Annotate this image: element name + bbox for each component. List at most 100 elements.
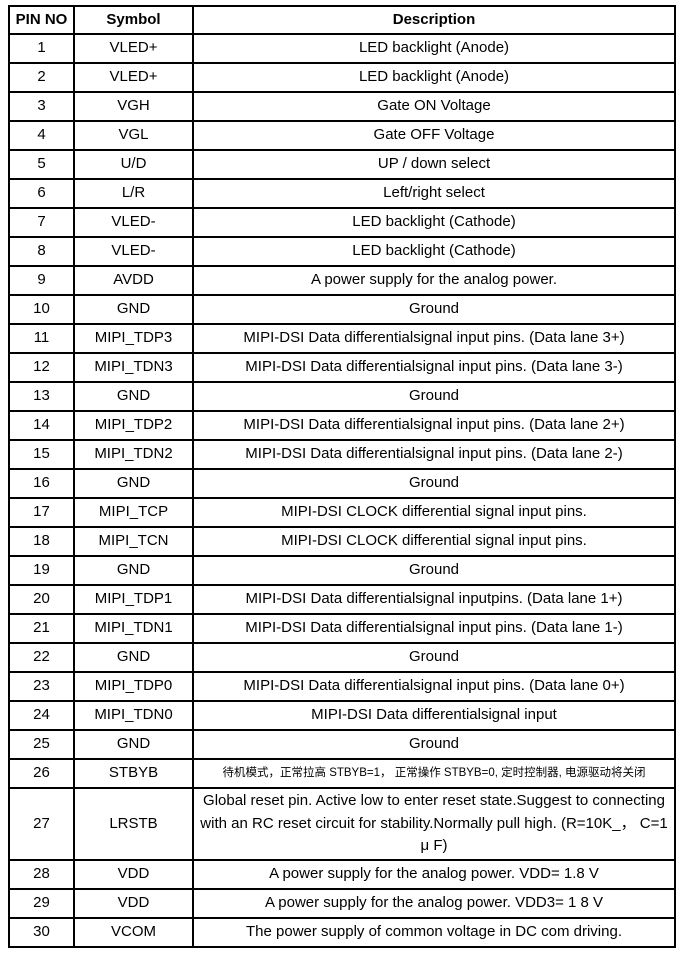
desc-cell: MIPI-DSI Data differentialsignal input p… xyxy=(192,613,676,644)
pin-cell: 10 xyxy=(8,294,75,325)
symbol-cell: VDD xyxy=(73,858,194,890)
table-row: 4 VGL Gate OFF Voltage xyxy=(8,120,676,151)
symbol-cell: GND xyxy=(73,294,194,325)
table-row: 25 GND Ground xyxy=(8,729,676,760)
pin-table-container: PIN NO Symbol Description 1 VLED+ LED back… xyxy=(8,5,676,948)
pin-cell: 8 xyxy=(8,236,75,267)
desc-cell: MIPI-DSI Data differentialsignal input xyxy=(192,700,676,731)
pin-cell: 12 xyxy=(8,352,75,383)
symbol-cell: GND xyxy=(73,468,194,499)
symbol-cell: AVDD xyxy=(73,265,194,296)
table-row: 12 MIPI_TDN3 MIPI-DSI Data differentialsig… xyxy=(8,352,676,383)
table-row: 20 MIPI_TDP1 MIPI-DSI Data differentialsig… xyxy=(8,584,676,615)
table-body: 1 VLED+ LED backlight (Anode) 2 VLED+ LED bac… xyxy=(8,33,676,948)
table-row: 7 VLED- LED backlight (Cathode) xyxy=(8,207,676,238)
table-row: 9 AVDD A power supply for the analog power… xyxy=(8,265,676,296)
desc-cell: UP / down select xyxy=(192,149,676,180)
table-row: 29 VDD A power supply for the analog power… xyxy=(8,887,676,919)
pin-cell: 1 xyxy=(8,33,75,64)
pin-cell: 21 xyxy=(8,613,75,644)
desc-cell: LED backlight (Cathode) xyxy=(192,207,676,238)
header-pin-no: PIN NO xyxy=(8,5,75,35)
pin-cell: 16 xyxy=(8,468,75,499)
table-row: 19 GND Ground xyxy=(8,555,676,586)
symbol-cell: MIPI_TDP1 xyxy=(73,584,194,615)
pin-cell: 27 xyxy=(8,787,75,861)
desc-cell: The power supply of common voltage in DC… xyxy=(192,916,676,948)
pin-description-table: PIN NO Symbol Description 1 VLED+ LED back… xyxy=(8,5,676,948)
table-row: 11 MIPI_TDP3 MIPI-DSI Data differentialsig… xyxy=(8,323,676,354)
table-row: 26 STBYB 待机模式，正常拉高 STBYB=1， 正常操作 STBYB=0, … xyxy=(8,758,676,789)
symbol-cell: MIPI_TDN1 xyxy=(73,613,194,644)
symbol-cell: MIPI_TDP2 xyxy=(73,410,194,441)
desc-cell: 待机模式，正常拉高 STBYB=1， 正常操作 STBYB=0, 定时控制器, … xyxy=(192,758,676,789)
symbol-cell: MIPI_TCP xyxy=(73,497,194,528)
table-row: 2 VLED+ LED backlight (Anode) xyxy=(8,62,676,93)
pin-cell: 15 xyxy=(8,439,75,470)
table-row: 17 MIPI_TCP MIPI-DSI CLOCK differential si… xyxy=(8,497,676,528)
pin-cell: 28 xyxy=(8,858,75,890)
symbol-cell: U/D xyxy=(73,149,194,180)
symbol-cell: VGL xyxy=(73,120,194,151)
pin-cell: 17 xyxy=(8,497,75,528)
symbol-cell: MIPI_TDP0 xyxy=(73,671,194,702)
table-row: 21 MIPI_TDN1 MIPI-DSI Data differentialsig… xyxy=(8,613,676,644)
table-row: 22 GND Ground xyxy=(8,642,676,673)
pin-cell: 25 xyxy=(8,729,75,760)
symbol-cell: VLED- xyxy=(73,207,194,238)
desc-cell: MIPI-DSI Data differentialsignal input p… xyxy=(192,410,676,441)
table-row: 27 LRSTB Global reset pin. Active low to e… xyxy=(8,787,676,861)
table-row: 6 L/R Left/right select xyxy=(8,178,676,209)
symbol-cell: LRSTB xyxy=(73,787,194,861)
desc-cell: Gate OFF Voltage xyxy=(192,120,676,151)
pin-cell: 3 xyxy=(8,91,75,122)
desc-cell: Global reset pin. Active low to enter re… xyxy=(192,787,676,861)
desc-cell: Ground xyxy=(192,381,676,412)
symbol-cell: MIPI_TDN0 xyxy=(73,700,194,731)
pin-cell: 20 xyxy=(8,584,75,615)
header-description: Description xyxy=(192,5,676,35)
desc-cell: LED backlight (Anode) xyxy=(192,33,676,64)
pin-cell: 22 xyxy=(8,642,75,673)
symbol-cell: VLED+ xyxy=(73,33,194,64)
pin-cell: 19 xyxy=(8,555,75,586)
header-symbol: Symbol xyxy=(73,5,194,35)
desc-cell: LED backlight (Cathode) xyxy=(192,236,676,267)
pin-cell: 30 xyxy=(8,916,75,948)
desc-cell: Ground xyxy=(192,729,676,760)
pin-cell: 29 xyxy=(8,887,75,919)
pin-cell: 24 xyxy=(8,700,75,731)
pin-cell: 4 xyxy=(8,120,75,151)
symbol-cell: VLED+ xyxy=(73,62,194,93)
desc-cell: Gate ON Voltage xyxy=(192,91,676,122)
table-row: 8 VLED- LED backlight (Cathode) xyxy=(8,236,676,267)
pin-cell: 26 xyxy=(8,758,75,789)
pin-cell: 13 xyxy=(8,381,75,412)
table-row: 3 VGH Gate ON Voltage xyxy=(8,91,676,122)
symbol-cell: GND xyxy=(73,381,194,412)
desc-cell: MIPI-DSI Data differentialsignal input p… xyxy=(192,439,676,470)
table-row: 15 MIPI_TDN2 MIPI-DSI Data differentialsig… xyxy=(8,439,676,470)
desc-cell: A power supply for the analog power. VDD… xyxy=(192,858,676,890)
pin-cell: 6 xyxy=(8,178,75,209)
pin-cell: 7 xyxy=(8,207,75,238)
desc-cell: Ground xyxy=(192,294,676,325)
desc-cell: Ground xyxy=(192,555,676,586)
pin-cell: 14 xyxy=(8,410,75,441)
pin-cell: 23 xyxy=(8,671,75,702)
symbol-cell: GND xyxy=(73,729,194,760)
symbol-cell: MIPI_TDN3 xyxy=(73,352,194,383)
desc-cell: Ground xyxy=(192,468,676,499)
desc-cell: Left/right select xyxy=(192,178,676,209)
pin-cell: 9 xyxy=(8,265,75,296)
table-row: 18 MIPI_TCN MIPI-DSI CLOCK differential si… xyxy=(8,526,676,557)
symbol-cell: VLED- xyxy=(73,236,194,267)
table-row: 1 VLED+ LED backlight (Anode) xyxy=(8,33,676,64)
symbol-cell: MIPI_TCN xyxy=(73,526,194,557)
desc-cell: Ground xyxy=(192,642,676,673)
desc-cell: MIPI-DSI Data differentialsignal inputpi… xyxy=(192,584,676,615)
desc-cell: MIPI-DSI Data differentialsignal input p… xyxy=(192,323,676,354)
symbol-cell: L/R xyxy=(73,178,194,209)
table-row: 24 MIPI_TDN0 MIPI-DSI Data differentialsig… xyxy=(8,700,676,731)
table-row: 14 MIPI_TDP2 MIPI-DSI Data differentialsig… xyxy=(8,410,676,441)
